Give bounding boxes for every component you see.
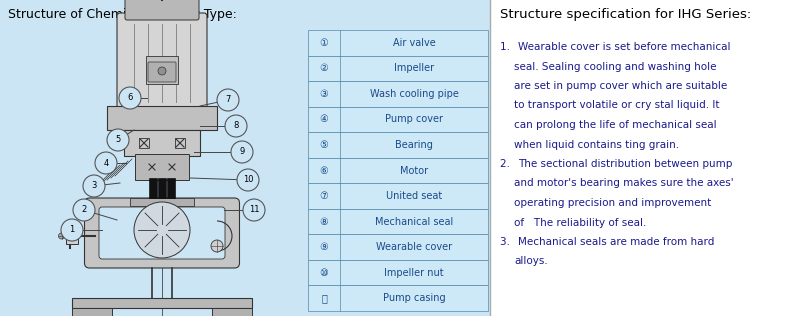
Bar <box>308 234 488 260</box>
Circle shape <box>59 233 64 239</box>
Text: are set in pump cover which are suitable: are set in pump cover which are suitable <box>514 81 727 91</box>
Text: Pump casing: Pump casing <box>383 293 445 303</box>
Circle shape <box>107 129 129 151</box>
Bar <box>212 308 252 316</box>
Text: Structure specification for IHG Series:: Structure specification for IHG Series: <box>500 8 751 21</box>
Text: Structure of Chemical Industry Type:: Structure of Chemical Industry Type: <box>8 8 237 21</box>
Text: 5: 5 <box>115 136 121 144</box>
Bar <box>107 106 217 130</box>
Bar <box>149 178 157 198</box>
Text: of   The reliability of seal.: of The reliability of seal. <box>514 217 646 228</box>
Circle shape <box>231 141 253 163</box>
Text: Impeller nut: Impeller nut <box>384 268 444 278</box>
Text: can prolong the life of mechanical seal: can prolong the life of mechanical seal <box>514 120 717 130</box>
Text: ①: ① <box>319 38 328 48</box>
Bar <box>308 183 488 209</box>
Bar <box>139 138 149 148</box>
Bar <box>308 209 488 234</box>
Text: when liquid contains ting grain.: when liquid contains ting grain. <box>514 139 679 149</box>
Text: ⑨: ⑨ <box>319 242 328 252</box>
Text: Wash cooling pipe: Wash cooling pipe <box>370 89 458 99</box>
Text: ⑪: ⑪ <box>321 293 327 303</box>
Text: ⑤: ⑤ <box>319 140 328 150</box>
Circle shape <box>211 240 223 252</box>
Text: Bearing: Bearing <box>395 140 433 150</box>
Text: ⑧: ⑧ <box>319 216 328 227</box>
Bar <box>0 0 490 316</box>
Text: ⑩: ⑩ <box>319 268 328 278</box>
Text: 6: 6 <box>127 94 133 102</box>
Text: 1.: 1. <box>500 42 513 52</box>
Text: 9: 9 <box>239 148 245 156</box>
FancyBboxPatch shape <box>99 207 225 259</box>
Text: 2.: 2. <box>500 159 513 169</box>
Bar <box>308 158 488 183</box>
Circle shape <box>119 87 141 109</box>
Text: The sectional distribution between pump: The sectional distribution between pump <box>518 159 732 169</box>
Text: alloys.: alloys. <box>514 257 548 266</box>
Circle shape <box>225 115 247 137</box>
Text: 8: 8 <box>233 121 239 131</box>
Text: ⑥: ⑥ <box>319 166 328 175</box>
Text: Pump cover: Pump cover <box>385 114 443 125</box>
Text: 1: 1 <box>69 226 75 234</box>
Bar <box>308 285 488 311</box>
Bar <box>158 178 166 198</box>
Bar <box>72 308 112 316</box>
Text: 3.: 3. <box>500 237 513 247</box>
FancyBboxPatch shape <box>85 198 239 268</box>
Text: Impeller: Impeller <box>394 63 434 73</box>
Text: 2: 2 <box>82 205 86 215</box>
Bar <box>308 30 488 56</box>
Text: 11: 11 <box>249 205 259 215</box>
Text: to transport volatile or cry stal liquid. It: to transport volatile or cry stal liquid… <box>514 100 720 111</box>
Text: seal. Sealing cooling and washing hole: seal. Sealing cooling and washing hole <box>514 62 717 71</box>
Bar <box>490 0 785 316</box>
Bar <box>130 198 194 206</box>
Bar <box>135 154 189 180</box>
Text: operating precision and improvement: operating precision and improvement <box>514 198 711 208</box>
Bar <box>167 178 175 198</box>
Bar <box>175 138 185 148</box>
Circle shape <box>67 233 72 239</box>
Bar <box>124 130 200 156</box>
Bar <box>65 228 78 244</box>
Text: United seat: United seat <box>386 191 442 201</box>
Bar <box>308 56 488 81</box>
Circle shape <box>61 219 83 241</box>
FancyBboxPatch shape <box>148 62 176 82</box>
Circle shape <box>217 89 239 111</box>
Bar <box>146 56 178 84</box>
Bar <box>72 298 252 308</box>
Text: 7: 7 <box>225 95 231 105</box>
Circle shape <box>158 67 166 75</box>
Text: Mechanical seals are made from hard: Mechanical seals are made from hard <box>518 237 714 247</box>
Text: ⑦: ⑦ <box>319 191 328 201</box>
Text: 10: 10 <box>243 175 254 185</box>
Text: Motor: Motor <box>400 166 428 175</box>
FancyBboxPatch shape <box>117 13 207 109</box>
Circle shape <box>95 152 117 174</box>
Circle shape <box>134 202 190 258</box>
Text: Wearable cover is set before mechanical: Wearable cover is set before mechanical <box>518 42 731 52</box>
Bar <box>308 81 488 106</box>
FancyBboxPatch shape <box>125 0 199 20</box>
Text: Wearable cover: Wearable cover <box>376 242 452 252</box>
Circle shape <box>83 175 105 197</box>
Circle shape <box>243 199 265 221</box>
Text: ④: ④ <box>319 114 328 125</box>
Text: ③: ③ <box>319 89 328 99</box>
Text: 3: 3 <box>91 181 97 191</box>
Bar <box>308 106 488 132</box>
Text: Air valve: Air valve <box>392 38 436 48</box>
Circle shape <box>237 169 259 191</box>
Text: 4: 4 <box>104 159 108 167</box>
Bar <box>308 132 488 158</box>
Text: ②: ② <box>319 63 328 73</box>
Circle shape <box>73 199 95 221</box>
Text: and motor's bearing makes sure the axes': and motor's bearing makes sure the axes' <box>514 179 734 189</box>
Text: Mechanical seal: Mechanical seal <box>375 216 453 227</box>
Bar <box>308 260 488 285</box>
